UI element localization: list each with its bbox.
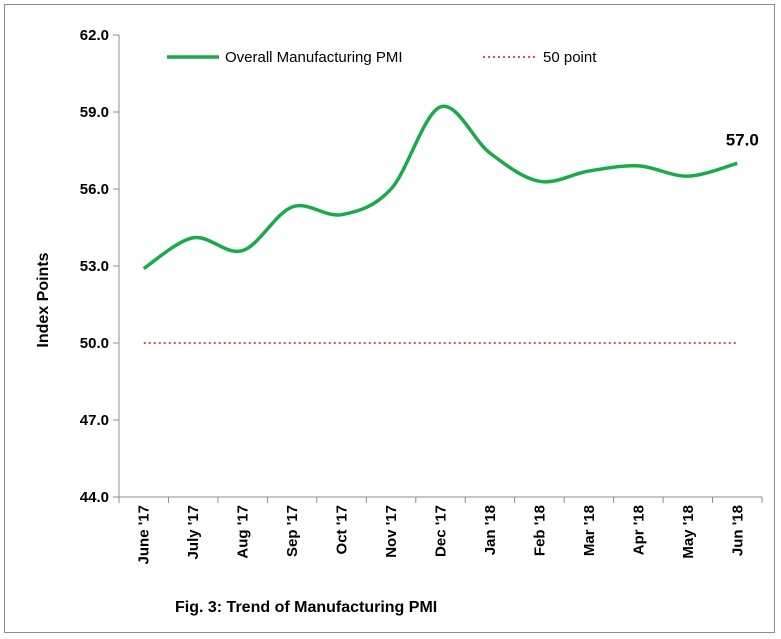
series-line-overall-pmi: [142, 104, 738, 271]
data-label: 57.0: [726, 130, 759, 149]
x-tick-label: Apr '18: [630, 505, 647, 555]
y-axis-title: Index Points: [35, 252, 52, 347]
chart-frame: [4, 4, 775, 633]
x-tick-label: Nov '17: [383, 505, 400, 558]
x-tick-label: Dec '17: [433, 505, 450, 557]
x-tick-label: Jun '18: [729, 505, 746, 556]
legend-label-50-point: 50 point: [543, 49, 597, 66]
y-tick-label: 56.0: [80, 181, 109, 198]
x-tick-label: Oct '17: [334, 505, 351, 554]
x-tick-label: May '18: [680, 505, 697, 559]
x-tick-label: Mar '18: [581, 505, 598, 556]
y-tick-label: 44.0: [80, 489, 109, 506]
series-layer: 57.0: [142, 104, 759, 344]
x-tick-label: Jan '18: [482, 505, 499, 555]
x-axis: June '17 July '17 Aug '17 Sep '17 Oct '17 Nov…: [118, 496, 763, 564]
y-tick-label: 50.0: [80, 335, 109, 352]
x-tick-label: June '17: [136, 505, 153, 564]
y-axis: 44.0 47.0 50.0 53.0 56.0 59.0 62.0: [80, 27, 120, 506]
legend-label-overall-pmi: Overall Manufacturing PMI: [225, 49, 403, 66]
y-tick-label: 62.0: [80, 27, 109, 44]
x-tick-label: Aug '17: [235, 505, 252, 559]
x-tick-label: Sep '17: [284, 505, 301, 557]
x-tick-label: Feb '18: [531, 505, 548, 556]
legend: Overall Manufacturing PMI 50 point: [167, 49, 597, 66]
y-tick-label: 53.0: [80, 258, 109, 275]
y-tick-label: 47.0: [80, 412, 109, 429]
figure-caption: Fig. 3: Trend of Manufacturing PMI: [175, 599, 437, 616]
y-tick-label: 59.0: [80, 104, 109, 121]
x-tick-label: July '17: [185, 505, 202, 559]
